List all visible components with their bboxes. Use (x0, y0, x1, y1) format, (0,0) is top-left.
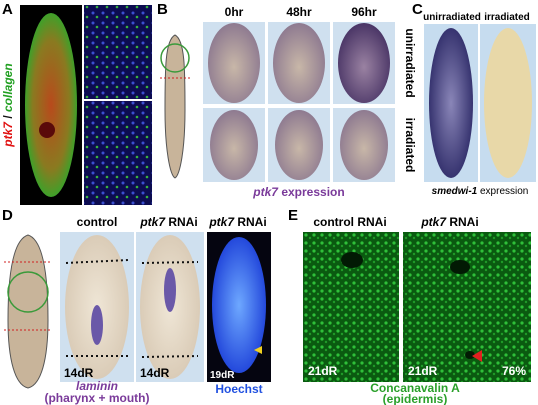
cartoon-circle (160, 43, 190, 73)
caption: Hoechst (215, 382, 262, 396)
mouth (450, 260, 470, 274)
worm (340, 110, 388, 180)
day-label: 14dR (64, 366, 94, 380)
caption: Concanavalin A (370, 381, 460, 395)
cartoon-worm (164, 34, 186, 179)
panel-letter: C (412, 1, 423, 18)
cut-line (141, 355, 199, 358)
day-label: 21dR (408, 364, 438, 378)
gene: ptk7 (139, 215, 166, 229)
column-header: ptk7 RNAi (139, 215, 197, 229)
gene: ptk7 (208, 215, 235, 229)
pharynx (164, 268, 176, 312)
caption-sub: (pharynx + mouth) (44, 391, 149, 405)
day-label: 14dR (140, 366, 170, 380)
caption-rest: expression (278, 185, 345, 199)
column-header: 0hr (225, 5, 244, 19)
micrograph (84, 101, 152, 205)
gene: ptk7 (1, 121, 15, 148)
worm (338, 23, 390, 103)
gene: ptk7 (252, 185, 279, 199)
column-header: irradiated (484, 12, 530, 23)
mouth (341, 252, 363, 268)
column-header: control (77, 215, 118, 229)
gene: ptk7 (420, 215, 447, 229)
panel-letter: B (157, 1, 168, 18)
caption: laminin (76, 379, 118, 393)
header-rest: RNAi (446, 215, 479, 229)
worm (273, 23, 325, 103)
pharynx (91, 305, 103, 345)
row-header: unirradiated (403, 28, 417, 97)
worm (210, 110, 258, 180)
column-header: 96hr (351, 5, 377, 19)
panel-a-label: ptk7 / collagen (1, 63, 15, 147)
mouth (465, 351, 475, 359)
caption: smedwi-1 expression (432, 186, 529, 197)
micrograph (84, 5, 152, 99)
header-rest: RNAi (234, 215, 267, 229)
cut-line (65, 259, 129, 264)
pharynx (39, 122, 55, 138)
row-header: irradiated (403, 118, 417, 173)
worm (212, 237, 266, 373)
day-label: 21dR (308, 364, 338, 378)
micrograph (403, 232, 531, 382)
percent-label: 76% (502, 364, 526, 378)
panel-letter: A (2, 1, 13, 18)
panel-letter: D (2, 207, 13, 224)
column-header: ptk7 RNAi (208, 215, 266, 229)
separator: / (1, 112, 15, 122)
column-header: 48hr (286, 5, 312, 19)
arrow (472, 350, 482, 362)
header-rest: RNAi (165, 215, 198, 229)
column-header: ptk7 RNAi (420, 215, 478, 229)
caption: ptk7 expression (252, 185, 344, 199)
worm (484, 28, 532, 178)
day-label: 19dR (210, 370, 235, 381)
worm (208, 23, 260, 103)
worm (25, 13, 77, 197)
worm (429, 28, 473, 178)
panel-b-images (203, 22, 395, 182)
arrow (254, 346, 262, 354)
column-header: control RNAi (313, 215, 386, 229)
panel-letter: E (288, 207, 298, 224)
column-header: unirradiated (423, 12, 481, 23)
worm (275, 110, 323, 180)
caption-sub: (epidermis) (383, 392, 448, 405)
cut-line (141, 261, 199, 264)
gene: smedwi-1 (432, 186, 478, 197)
cartoon-circle (7, 271, 49, 313)
gene: collagen (1, 63, 15, 112)
caption-rest: expression (477, 186, 528, 197)
